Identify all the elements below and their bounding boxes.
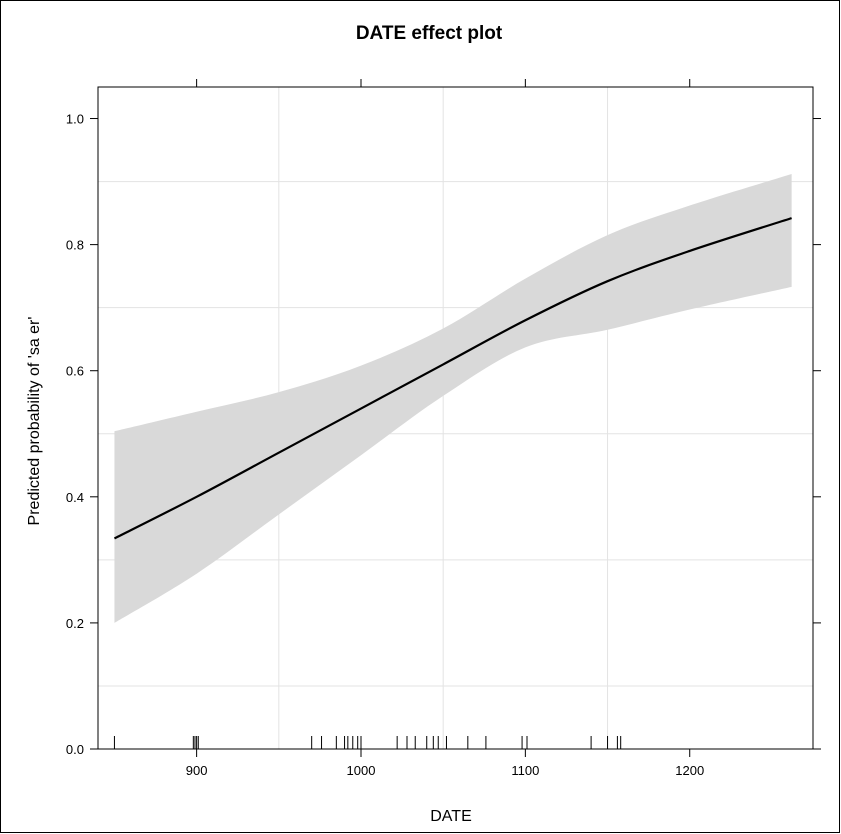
y-tick-label: 0.4 — [66, 490, 84, 505]
x-axis-label: DATE — [430, 808, 471, 825]
y-tick-label: 0.2 — [66, 616, 84, 631]
plot-border — [97, 86, 814, 750]
x-tick-label: 900 — [186, 763, 208, 778]
x-tick-label: 1200 — [675, 763, 704, 778]
y-tick-label: 0.0 — [66, 742, 84, 757]
predicted-line — [113, 217, 792, 540]
chart-title: DATE effect plot — [356, 23, 503, 44]
y-axis-label: Predicted probability of 'sa er' — [26, 317, 43, 526]
confidence-band — [114, 174, 792, 623]
y-tick-label: 0.8 — [66, 238, 84, 253]
axes: 900 1000 1100 1200 0.0 0.2 0.4 0.6 0.8 1.0 — [66, 79, 821, 778]
rug-marks — [113, 736, 622, 749]
y-tick-label: 1.0 — [66, 112, 84, 127]
fit-line — [113, 217, 792, 540]
y-tick-label: 0.6 — [66, 364, 84, 379]
confidence-band-area — [114, 174, 792, 623]
x-tick-label: 1000 — [347, 763, 376, 778]
x-tick-label: 1100 — [511, 763, 539, 778]
